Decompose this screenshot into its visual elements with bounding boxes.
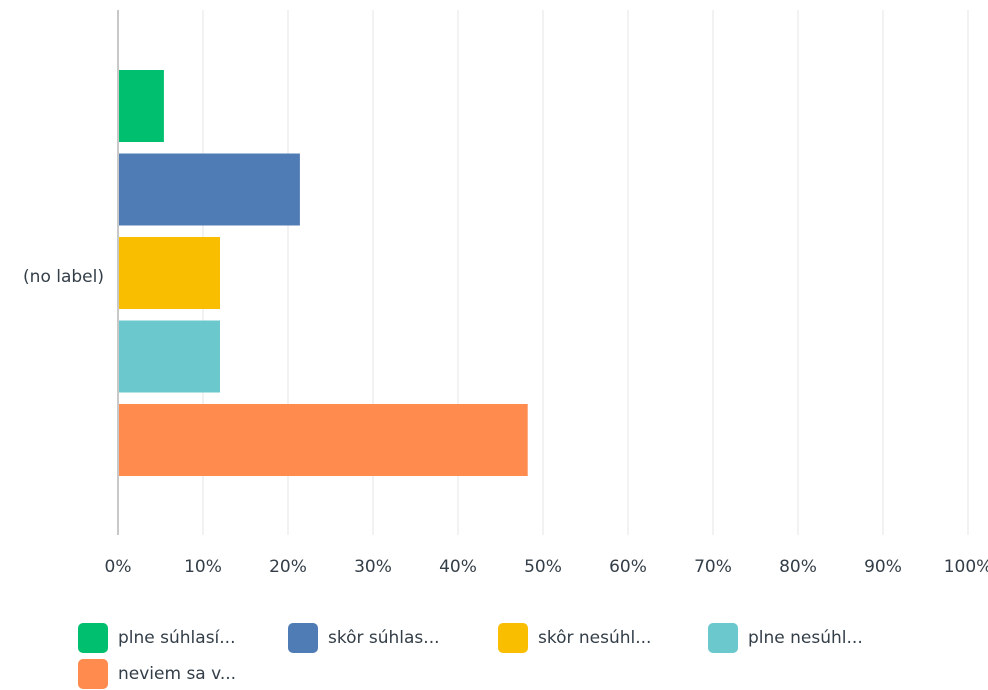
legend-swatch [708,623,738,653]
x-axis-tick-labels: 0% 10% 20% 30% 40% 50% 60% 70% 80% 90% 100% [105,557,988,577]
x-tick-label: 60% [609,557,647,577]
legend-item[interactable]: skôr nesúhl... [498,623,708,653]
bar[interactable] [119,153,300,226]
legend-label: plne nesúhl... [748,628,863,648]
legend-swatch [498,623,528,653]
x-tick-label: 10% [184,557,222,577]
legend-label: neviem sa v... [118,664,237,684]
legend-label: plne súhlasí... [118,628,236,648]
legend-item[interactable]: plne súhlasí... [78,623,288,653]
legend-label: skôr nesúhl... [538,628,652,648]
x-tick-label: 20% [269,557,307,577]
x-tick-label: 50% [524,557,562,577]
bar[interactable] [119,320,220,393]
legend-swatch [78,659,108,689]
x-tick-label: 100% [944,557,988,577]
bar[interactable] [119,237,220,309]
x-tick-label: 0% [105,557,132,577]
bars [119,70,528,476]
category-label: (no label) [23,267,104,287]
bar-chart: 0% 10% 20% 30% 40% 50% 60% 70% 80% 90% 100% (no la… [23,10,988,577]
x-tick-label: 30% [354,557,392,577]
legend-item[interactable]: plne nesúhl... [708,623,918,653]
x-tick-label: 40% [439,557,477,577]
bar[interactable] [119,70,164,142]
x-tick-label: 80% [779,557,817,577]
legend-swatch [78,623,108,653]
legend: plne súhlasí... skôr súhlas... skôr nesúhl… [78,623,978,689]
bar[interactable] [119,404,528,476]
x-tick-label: 90% [864,557,902,577]
gridlines [117,10,969,535]
x-tick-label: 70% [694,557,732,577]
legend-item[interactable]: neviem sa v... [78,659,288,689]
legend-label: skôr súhlas... [328,628,440,648]
legend-item[interactable]: skôr súhlas... [288,623,498,653]
legend-swatch [288,623,318,653]
